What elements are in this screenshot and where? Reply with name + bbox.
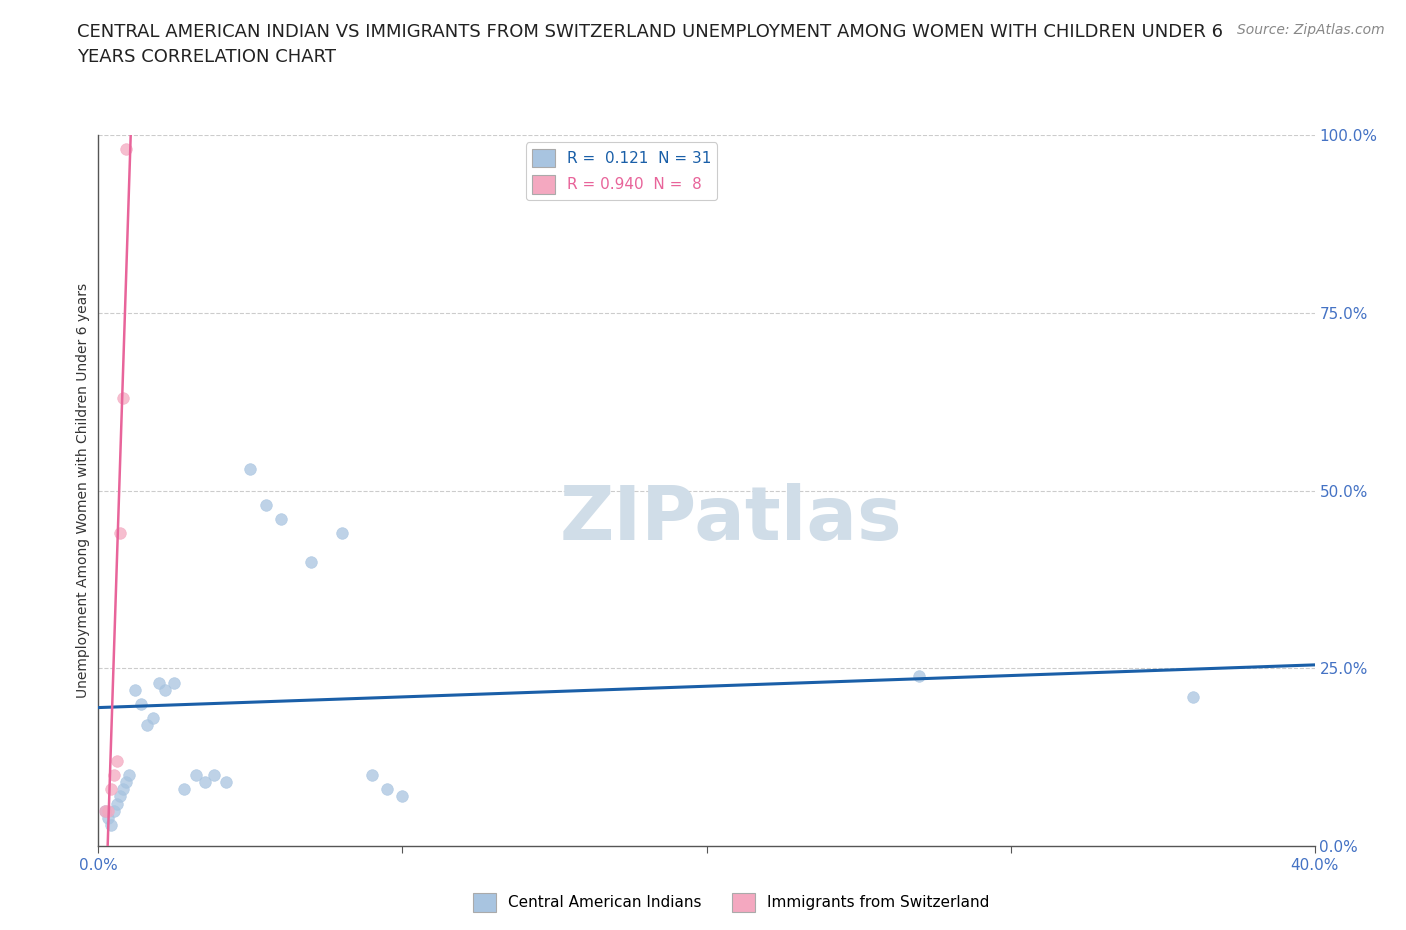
Point bbox=[100, 782, 122, 797]
Point bbox=[163, 675, 186, 690]
Point bbox=[100, 817, 122, 832]
Point bbox=[908, 668, 931, 683]
Point bbox=[111, 391, 134, 405]
Point bbox=[124, 683, 146, 698]
Point bbox=[105, 753, 128, 768]
Legend: R =  0.121  N = 31, R = 0.940  N =  8: R = 0.121 N = 31, R = 0.940 N = 8 bbox=[526, 142, 717, 200]
Text: CENTRAL AMERICAN INDIAN VS IMMIGRANTS FROM SWITZERLAND UNEMPLOYMENT AMONG WOMEN : CENTRAL AMERICAN INDIAN VS IMMIGRANTS FR… bbox=[77, 23, 1223, 66]
Point bbox=[375, 782, 398, 797]
Legend: Central American Indians, Immigrants from Switzerland: Central American Indians, Immigrants fro… bbox=[467, 887, 995, 918]
Point bbox=[114, 775, 136, 790]
Y-axis label: Unemployment Among Women with Children Under 6 years: Unemployment Among Women with Children U… bbox=[76, 283, 90, 698]
Point bbox=[155, 683, 177, 698]
Point bbox=[148, 675, 170, 690]
Point bbox=[111, 782, 134, 797]
Point bbox=[184, 768, 207, 783]
Point bbox=[270, 512, 292, 526]
Point bbox=[1182, 689, 1205, 704]
Point bbox=[142, 711, 165, 725]
Point bbox=[215, 775, 238, 790]
Point bbox=[330, 525, 353, 540]
Point bbox=[108, 789, 131, 804]
Point bbox=[103, 768, 125, 783]
Point bbox=[136, 718, 159, 733]
Point bbox=[114, 141, 136, 156]
Point bbox=[361, 768, 384, 783]
Point bbox=[93, 804, 115, 818]
Text: Source: ZipAtlas.com: Source: ZipAtlas.com bbox=[1237, 23, 1385, 37]
Point bbox=[202, 768, 225, 783]
Point bbox=[299, 554, 322, 569]
Point bbox=[96, 810, 118, 825]
Point bbox=[173, 782, 195, 797]
Point bbox=[129, 697, 152, 711]
Point bbox=[254, 498, 277, 512]
Point bbox=[105, 796, 128, 811]
Point bbox=[194, 775, 217, 790]
Point bbox=[96, 804, 118, 818]
Point bbox=[239, 462, 262, 477]
Point bbox=[118, 768, 141, 783]
Point bbox=[103, 804, 125, 818]
Point bbox=[391, 789, 413, 804]
Point bbox=[93, 804, 115, 818]
Text: ZIPatlas: ZIPatlas bbox=[560, 483, 903, 555]
Point bbox=[108, 525, 131, 540]
